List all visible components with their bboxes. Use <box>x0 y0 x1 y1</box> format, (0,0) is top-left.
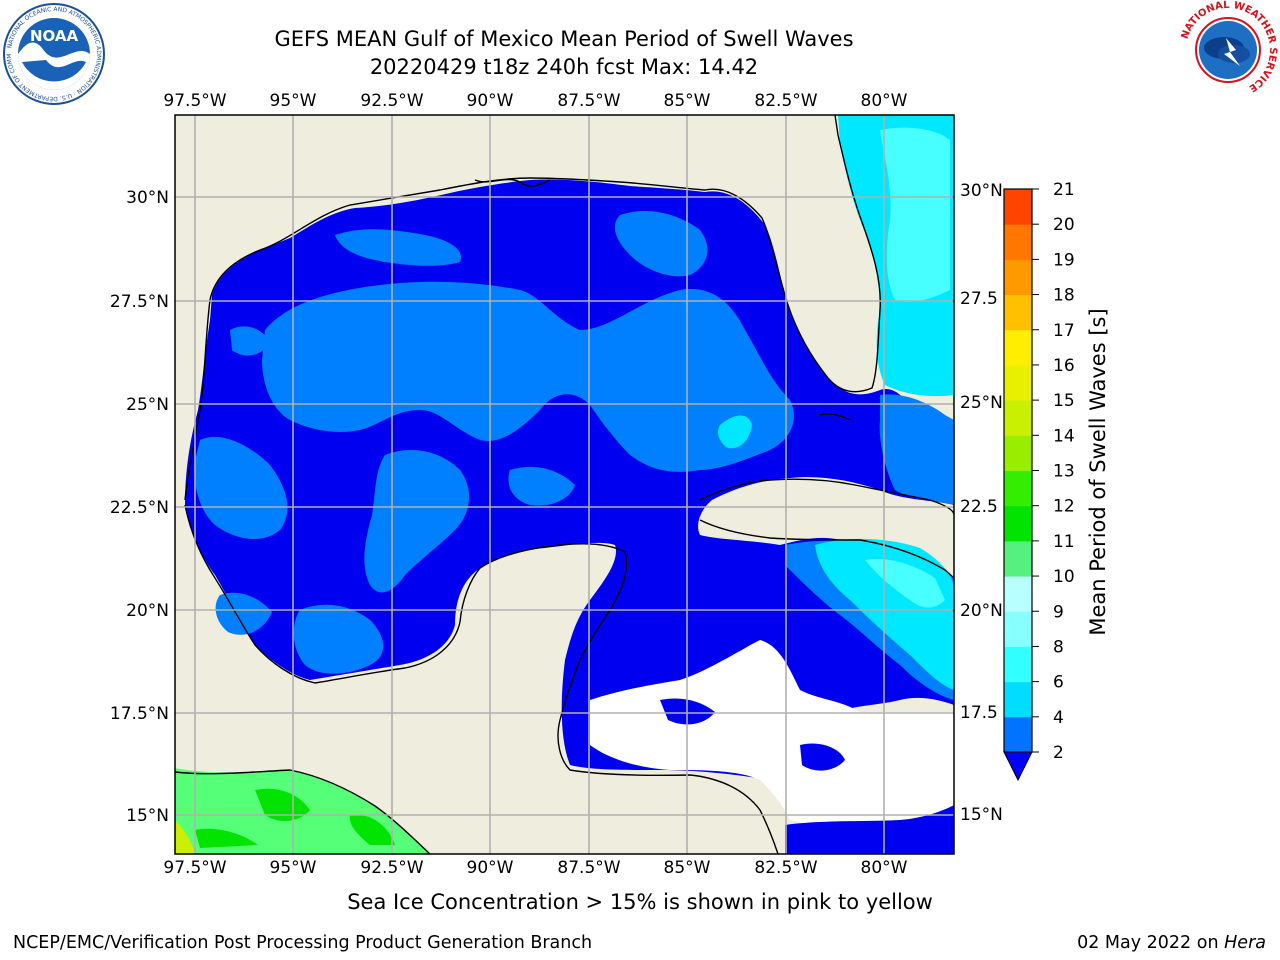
noaa-label: NOAA <box>30 27 79 45</box>
lon-label: 80°W <box>861 858 908 878</box>
lon-label: 90°W <box>467 858 514 878</box>
gulf-field-mid <box>194 210 794 674</box>
lon-label: 92.5°W <box>360 91 423 111</box>
coastline <box>175 115 954 854</box>
noaa-logo: NATIONAL OCEANIC AND ATMOSPHERIC ADMINIS… <box>2 2 105 105</box>
colorbar-tick-label: 2 <box>1053 743 1064 763</box>
nodata-caribbean <box>590 640 954 835</box>
colorbar-tick-label: 4 <box>1053 708 1064 728</box>
colorbar-segment <box>1004 259 1032 296</box>
colorbar-segment <box>1004 540 1032 577</box>
lon-label: 85°W <box>664 858 711 878</box>
map-gridlines <box>175 115 954 854</box>
lat-label: 25°N <box>960 393 1003 413</box>
colorbar-segment <box>1004 364 1032 401</box>
lon-label: 90°W <box>467 91 514 111</box>
chart-subtitle: 20220429 t18z 240h fcst Max: 14.42 <box>369 55 759 79</box>
lon-label: 95°W <box>270 91 317 111</box>
colorbar-tick-label: 20 <box>1053 215 1075 235</box>
lat-label: 17.5 <box>960 703 998 723</box>
colorbar-segment <box>1004 646 1032 683</box>
lon-labels-bottom: 97.5°W 95°W 92.5°W 90°W 87.5°W 85°W 82.5… <box>163 858 907 878</box>
caribbean-lightcyan-band <box>865 559 945 608</box>
lat-label: 30°N <box>960 181 1003 201</box>
footer-machine: Hera <box>1224 933 1266 953</box>
cyan-patch-channel <box>718 415 752 449</box>
colorbar-segment <box>1004 576 1032 612</box>
colorbar-tick-label: 16 <box>1053 356 1075 376</box>
colorbar-segment <box>1004 329 1032 366</box>
lat-label: 15°N <box>960 805 1003 825</box>
colorbar-extend <box>1003 751 1033 782</box>
colorbar-tick-label: 10 <box>1053 567 1075 587</box>
lat-label: 22.5°N <box>110 498 169 518</box>
colorbar-segment <box>1004 611 1032 647</box>
colorbar-label: Mean Period of Swell Waves [s] <box>1086 308 1110 635</box>
lon-label: 97.5°W <box>163 91 226 111</box>
colorbar-tick-label: 18 <box>1053 286 1075 306</box>
footer-date-text: 02 May 2022 on <box>1077 933 1219 953</box>
pacific-bright-green <box>195 788 395 848</box>
colorbar-segment <box>1004 189 1032 225</box>
lat-label: 20°N <box>960 601 1003 621</box>
lat-label: 27.5°N <box>110 292 169 312</box>
lat-labels-right: 30°N 27.5 25°N 22.5 20°N 17.5 15°N <box>960 181 1003 825</box>
colorbar-tick-label: 14 <box>1053 426 1075 446</box>
colorbar-tick-label: 11 <box>1053 532 1075 552</box>
lat-label: 17.5°N <box>110 704 169 724</box>
colorbar-segment <box>1004 716 1032 753</box>
colorbar-tick-label: 13 <box>1053 462 1075 482</box>
lat-label: 30°N <box>126 188 169 208</box>
lat-label: 15°N <box>126 806 169 826</box>
lat-label: 25°N <box>126 395 169 415</box>
colorbar-tick-label: 12 <box>1053 497 1075 517</box>
lon-label: 82.5°W <box>754 91 817 111</box>
colorbar-tick-label: 17 <box>1053 321 1075 341</box>
lat-labels-left: 30°N 27.5°N 25°N 22.5°N 20°N 17.5°N 15°N <box>110 188 169 826</box>
map-frame <box>174 114 955 855</box>
dark-blue-patch-2 <box>800 743 845 771</box>
footer-date: 02 May 2022 on Hera <box>1077 933 1266 953</box>
atlantic-blue-bahamas <box>879 394 954 505</box>
lon-label: 80°W <box>861 91 908 111</box>
colorbar-segment <box>1004 505 1032 542</box>
lon-label: 95°W <box>270 858 317 878</box>
colorbar-segment <box>1004 224 1032 260</box>
colorbar-segment <box>1004 681 1032 718</box>
colorbar-tick-label: 9 <box>1053 602 1064 622</box>
colorbar-segment <box>1004 435 1032 471</box>
footer-credit: NCEP/EMC/Verification Post Processing Pr… <box>13 933 593 953</box>
colorbar-tick-label: 8 <box>1053 637 1064 657</box>
lon-label: 87.5°W <box>557 91 620 111</box>
pacific-yellow-edge <box>175 820 195 854</box>
lon-label: 92.5°W <box>360 858 423 878</box>
colorbar: 2 4 6 8 9 10 11 12 13 14 15 16 17 18 19 20 21 <box>1003 180 1075 782</box>
dark-blue-south-caribbean <box>785 805 954 854</box>
colorbar-tick-label: 21 <box>1053 180 1075 200</box>
colorbar-segment <box>1004 400 1032 436</box>
lon-label: 85°W <box>664 91 711 111</box>
lon-label: 82.5°W <box>754 858 817 878</box>
colorbar-segment <box>1004 294 1032 331</box>
colorbar-segment <box>1004 470 1032 507</box>
chart-title: GEFS MEAN Gulf of Mexico Mean Period of … <box>274 27 854 51</box>
lon-label: 97.5°W <box>163 858 226 878</box>
colorbar-tick-label: 19 <box>1053 250 1075 270</box>
colorbar-tick-label: 15 <box>1053 391 1075 411</box>
lat-label: 27.5 <box>960 289 998 309</box>
sea-ice-note: Sea Ice Concentration > 15% is shown in … <box>347 890 933 914</box>
atlantic-lightcyan-north <box>880 127 950 302</box>
colorbar-tick-label: 6 <box>1053 673 1064 693</box>
lat-label: 20°N <box>126 601 169 621</box>
lon-labels-top: 97.5°W 95°W 92.5°W 90°W 87.5°W 85°W 82.5… <box>163 91 907 111</box>
lat-label: 22.5 <box>960 497 998 517</box>
lon-label: 87.5°W <box>557 858 620 878</box>
nws-logo: NATIONAL WEATHER SERVICE <box>1180 0 1278 98</box>
